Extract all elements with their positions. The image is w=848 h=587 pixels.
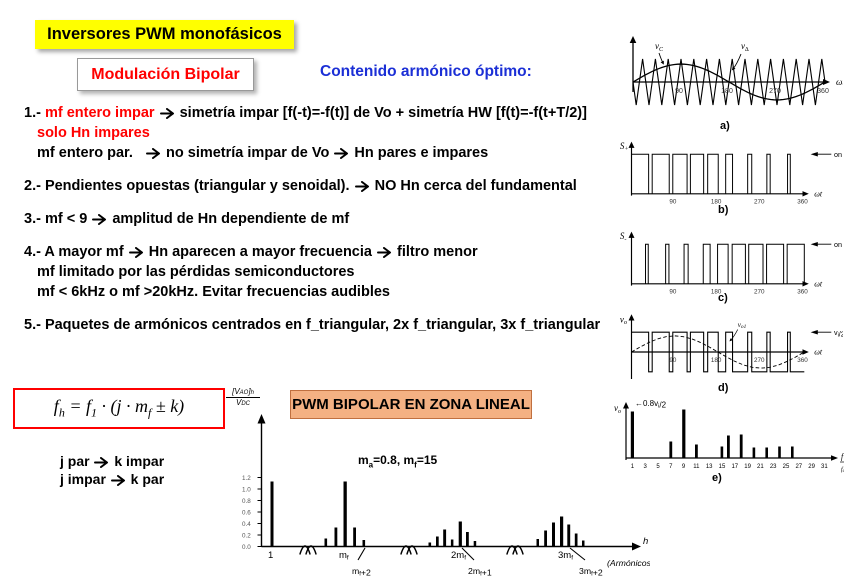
svg-text:ωt: ωt <box>836 77 843 87</box>
svg-text:13: 13 <box>706 464 713 470</box>
svg-text:90: 90 <box>669 199 677 206</box>
svg-text:360: 360 <box>797 199 808 206</box>
svg-text:0.8: 0.8 <box>242 498 251 505</box>
svg-text:11: 11 <box>693 464 700 470</box>
svg-text:29: 29 <box>808 464 815 470</box>
svg-text:vo: vo <box>620 314 627 326</box>
svg-text:270: 270 <box>754 289 765 296</box>
svg-text:vi/2: vi/2 <box>834 328 843 338</box>
svg-text:3mf: 3mf <box>558 550 573 562</box>
svg-text:on: on <box>834 240 842 249</box>
svg-text:(Armónicos de f1): (Armónicos de f1) <box>607 558 650 570</box>
svg-text:360: 360 <box>797 357 808 364</box>
svg-text:1.2: 1.2 <box>242 475 251 482</box>
svg-text:ωt: ωt <box>814 280 823 289</box>
svg-text:mf: mf <box>339 550 349 562</box>
svg-text:31: 31 <box>821 464 828 470</box>
svg-text:f: f <box>841 452 844 461</box>
svg-text:90: 90 <box>675 88 683 95</box>
svg-text:h: h <box>643 536 648 547</box>
svg-text:17: 17 <box>731 464 738 470</box>
svg-text:21: 21 <box>757 464 764 470</box>
svg-text:vC: vC <box>655 41 664 53</box>
svg-text:←0.8vi/2: ←0.8vi/2 <box>635 399 667 410</box>
svg-text:3mf+2: 3mf+2 <box>579 566 603 578</box>
svg-text:on: on <box>834 150 842 159</box>
svg-text:270: 270 <box>754 199 765 206</box>
svg-text:ωt: ωt <box>814 348 823 357</box>
svg-text:2mf+1: 2mf+1 <box>468 566 492 578</box>
svg-text:1.0: 1.0 <box>242 487 251 494</box>
svg-text:270: 270 <box>754 357 765 364</box>
svg-text:90: 90 <box>669 289 677 296</box>
svg-text:180: 180 <box>721 88 733 95</box>
svg-text:5: 5 <box>656 464 660 470</box>
svg-text:mf+2: mf+2 <box>352 566 371 578</box>
svg-text:7: 7 <box>669 464 673 470</box>
svg-text:23: 23 <box>770 464 777 470</box>
svg-text:360: 360 <box>817 88 829 95</box>
svg-text:1: 1 <box>268 550 273 561</box>
svg-text:90: 90 <box>669 357 677 364</box>
svg-text:0.0: 0.0 <box>242 544 251 551</box>
svg-text:0.2: 0.2 <box>242 533 251 540</box>
svg-text:360: 360 <box>797 289 808 296</box>
svg-text:19: 19 <box>744 464 751 470</box>
svg-text:2mf: 2mf <box>451 550 466 562</box>
svg-text:9: 9 <box>682 464 686 470</box>
svg-text:ωt: ωt <box>814 190 823 199</box>
svg-text:15: 15 <box>719 464 726 470</box>
svg-text:27: 27 <box>795 464 802 470</box>
svg-text:25: 25 <box>783 464 790 470</box>
svg-text:180: 180 <box>711 357 722 364</box>
svg-text:270: 270 <box>769 88 781 95</box>
svg-text:fo: fo <box>841 466 844 474</box>
svg-text:0.4: 0.4 <box>242 521 251 528</box>
svg-text:0.6: 0.6 <box>242 510 251 517</box>
svg-text:vo1: vo1 <box>738 321 747 330</box>
svg-text:S+: S+ <box>620 141 629 153</box>
svg-text:v∆: v∆ <box>741 41 749 53</box>
svg-text:S-: S- <box>620 231 627 243</box>
